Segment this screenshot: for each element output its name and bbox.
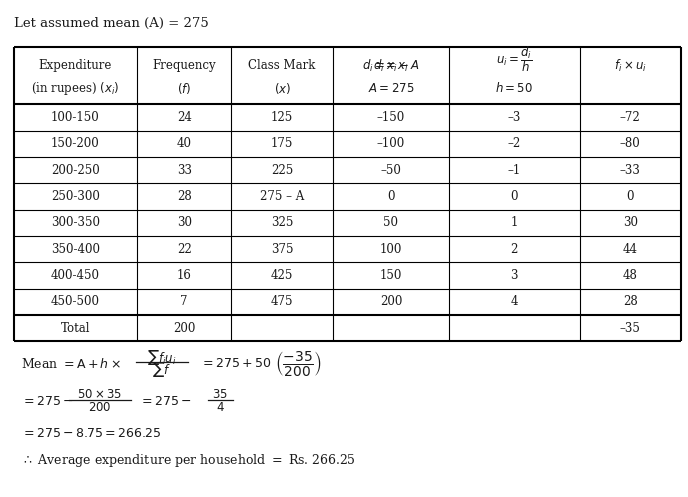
Text: 175: 175 [271,137,293,151]
Text: 150-200: 150-200 [51,137,100,151]
Text: Total: Total [61,322,90,335]
Text: $u_i = \dfrac{d_i}{h}$: $u_i = \dfrac{d_i}{h}$ [496,45,533,75]
Text: –1: –1 [508,164,521,177]
Text: $\sum f$: $\sum f$ [152,360,171,379]
Text: $50 \times 35$: $50 \times 35$ [77,388,122,401]
Text: $\therefore$ Average expenditure per household $=$ Rs. 266.25: $\therefore$ Average expenditure per hou… [21,452,356,469]
Text: $\sum f_i u_i$: $\sum f_i u_i$ [147,348,177,367]
Text: 125: 125 [271,111,293,124]
Text: 325: 325 [271,216,293,230]
Text: 30: 30 [177,216,192,230]
Text: $h = 50$: $h = 50$ [495,82,533,95]
Text: 200: 200 [380,295,402,309]
Text: $= 275 - $: $= 275 - $ [139,395,192,408]
Text: 33: 33 [177,164,192,177]
Text: –100: –100 [377,137,405,151]
Text: 225: 225 [271,164,293,177]
Text: $d_i = x_i - A$: $d_i = x_i - A$ [362,58,420,74]
Text: 100-150: 100-150 [51,111,100,124]
Text: Mean $= \mathrm{A} + h \times$: Mean $= \mathrm{A} + h \times$ [21,357,120,371]
Text: Expenditure: Expenditure [39,59,112,72]
Text: $= 275 + 50$: $= 275 + 50$ [200,357,271,370]
Text: –150: –150 [377,111,405,124]
Text: –3: –3 [508,111,521,124]
Text: 200: 200 [173,322,195,335]
Text: –72: –72 [620,111,641,124]
Text: 475: 475 [271,295,293,309]
Text: (in rupees) $(x_i)$: (in rupees) $(x_i)$ [31,80,120,97]
Text: 16: 16 [177,269,192,282]
Text: $4$: $4$ [216,401,224,414]
Text: $(x)$: $(x)$ [274,81,291,96]
Text: $d_i = x_i$: $d_i = x_i$ [373,58,409,74]
Text: $= 275 - 8.75 = 266.25$: $= 275 - 8.75 = 266.25$ [21,427,162,440]
Text: 28: 28 [177,190,191,203]
Text: $= 275 - $: $= 275 - $ [21,395,74,408]
Text: 1: 1 [510,216,518,230]
Text: $35$: $35$ [212,388,228,401]
Text: 100: 100 [380,243,402,256]
Text: $f_i \times u_i$: $f_i \times u_i$ [614,58,647,74]
Text: 375: 375 [271,243,293,256]
Text: 28: 28 [623,295,638,309]
Text: –80: –80 [620,137,641,151]
Text: 150: 150 [380,269,402,282]
Text: 300-350: 300-350 [51,216,100,230]
Text: 0: 0 [510,190,518,203]
Text: $(f)$: $(f)$ [177,81,191,96]
Text: 48: 48 [623,269,638,282]
Text: 22: 22 [177,243,191,256]
Text: –35: –35 [620,322,641,335]
Text: 44: 44 [623,243,638,256]
Text: 400-450: 400-450 [51,269,100,282]
Text: $200$: $200$ [88,401,111,414]
Text: –33: –33 [620,164,641,177]
Text: 4: 4 [510,295,518,309]
Text: 50: 50 [383,216,398,230]
Text: 200-250: 200-250 [51,164,100,177]
Text: Frequency: Frequency [153,59,216,72]
Text: 275 – A: 275 – A [260,190,304,203]
Text: 350-400: 350-400 [51,243,100,256]
Text: –2: –2 [508,137,521,151]
Text: 30: 30 [623,216,638,230]
Text: Class Mark: Class Mark [248,59,316,72]
Text: 450-500: 450-500 [51,295,100,309]
Text: 250-300: 250-300 [51,190,100,203]
Text: $A = 275$: $A = 275$ [368,82,414,95]
Text: $\left(\dfrac{-35}{200}\right)$: $\left(\dfrac{-35}{200}\right)$ [275,349,322,378]
Text: 24: 24 [177,111,192,124]
Text: 0: 0 [387,190,395,203]
Text: –50: –50 [380,164,401,177]
Text: 7: 7 [180,295,188,309]
Text: 2: 2 [510,243,518,256]
Text: 3: 3 [510,269,518,282]
Text: 425: 425 [271,269,293,282]
Text: Let assumed mean (A) = 275: Let assumed mean (A) = 275 [14,17,208,30]
Text: 0: 0 [627,190,634,203]
Text: 40: 40 [177,137,192,151]
